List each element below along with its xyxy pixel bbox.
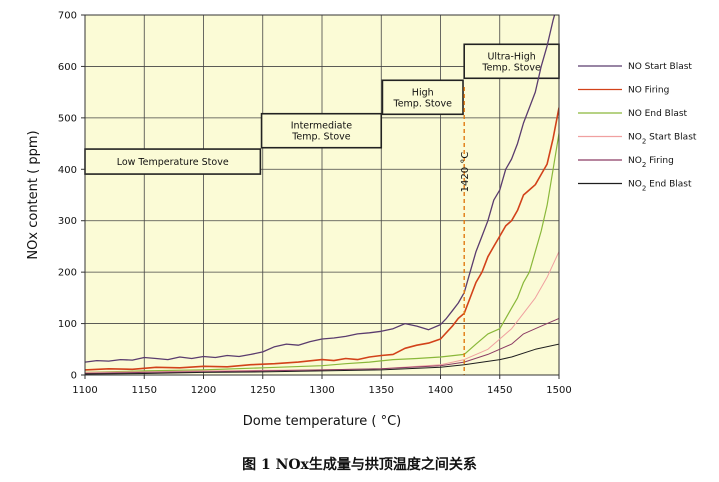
series-line [85,133,559,373]
legend-label: NO2 Start Blast [628,133,697,146]
y-tick-label: 300 [58,216,77,227]
y-tick-label: 200 [58,268,77,279]
y-axis-title: NOx content ( ppm) [26,130,41,259]
x-tick-label: 1250 [250,385,275,396]
x-tick-label: 1150 [132,385,157,396]
y-tick-label: 400 [58,165,77,176]
series-line [85,15,556,363]
legend-label: NO Start Blast [628,62,692,72]
x-tick-label: 1450 [487,385,512,396]
series-lines [85,15,559,375]
x-tick-label: 1500 [546,385,571,396]
zone-box [381,79,464,116]
series-line [85,107,559,371]
zones: Low Temperature Stove Intermediate Temp. S… [84,43,560,175]
y-tick-label: 100 [58,319,77,330]
zone-box [260,112,383,149]
zone-label: Ultra-High Temp. Stove [481,51,541,73]
series-line [85,343,559,375]
x-tick-label: 1350 [369,385,394,396]
y-tick-label: 500 [58,113,77,124]
figure-caption: 图 1 NOx生成量与拱顶温度之间关系 [242,457,477,473]
series-line [85,251,559,373]
legend-label: NO2 End Blast [628,180,692,193]
legend-label: NO Firing [628,86,669,96]
annotations: 1420 °C [460,87,471,375]
x-tick-label: 1200 [191,385,216,396]
zone-label: Intermediate Temp. Stove [291,121,352,143]
x-tick-label: 1300 [309,385,334,396]
legend-label: NO2 Firing [628,156,674,169]
zone-label: Low Temperature Stove [117,157,229,168]
threshold-label: 1420 °C [460,152,471,193]
y-tick-label: 700 [58,11,77,22]
y-tick-label: 600 [58,62,77,73]
series-line [85,317,559,374]
legend: NO Start Blast NO Firing NO End Blast NO2 S… [578,62,697,193]
x-tick-label: 1100 [72,385,97,396]
zone-label: High Temp. Stove [393,87,453,109]
x-tick-label: 1400 [428,385,453,396]
x-axis-title: Dome temperature ( °C) [243,414,401,429]
y-tick-label: 0 [71,371,77,382]
ticks: 1100 1150 1200 1250 1300 1350 1400 1450 1500 0 100… [58,11,572,397]
legend-label: NO End Blast [628,109,688,119]
